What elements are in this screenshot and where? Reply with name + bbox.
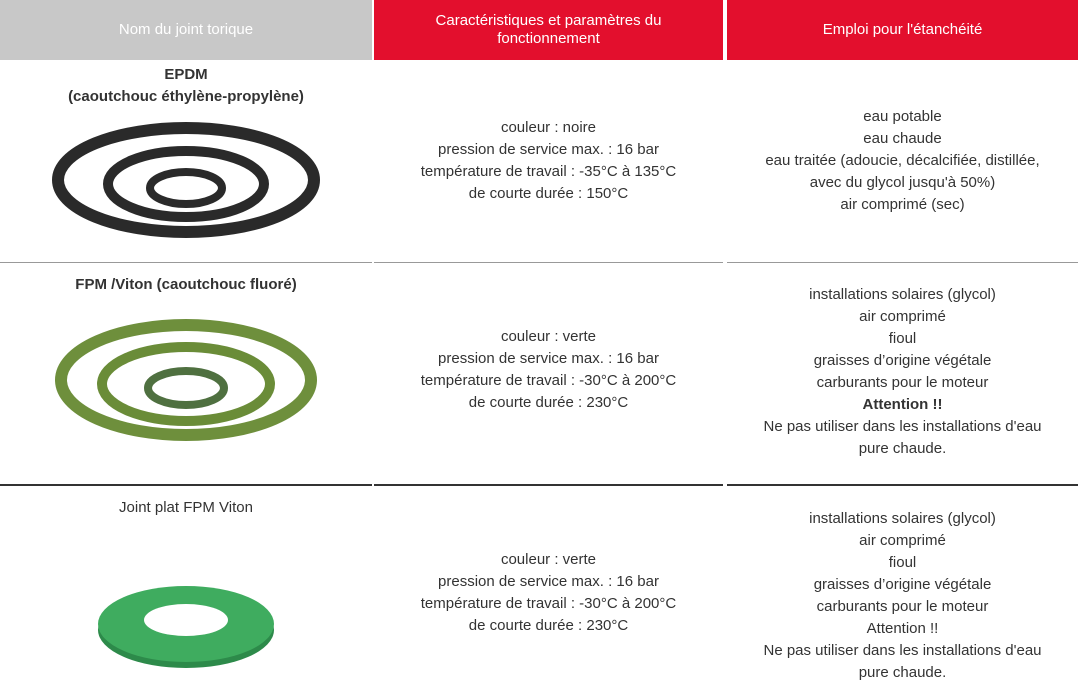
text-line: EPDM [164,66,208,83]
text-line: pression de service max. : 16 bar [438,350,659,367]
usage-cell: installations solaires (glycol) air comp… [727,508,1078,684]
text-line: température de travail : -30°C à 200°C [420,372,677,389]
text-line: graisses d’origine végétale [813,352,992,369]
flat-gasket [98,586,274,668]
text-line: Joint plat FPM Viton [119,499,253,516]
row-divider [0,484,372,486]
row-divider [727,262,1078,263]
characteristics-cell: couleur : noire pression de service max.… [374,117,723,205]
row-divider [374,262,723,263]
name-cell: Joint plat FPM Viton [0,497,372,519]
text-line: installations solaires (glycol) [809,286,996,303]
row-divider [0,262,372,263]
name-cell: EPDM (caoutchouc éthylène-propylène) [0,64,372,108]
text-line: eau traitée (adoucie, décalcifiée, disti… [765,152,1040,169]
text-line: installations solaires (glycol) [809,510,996,527]
text-line: air comprimé (sec) [840,196,965,213]
row-divider [727,484,1078,486]
text-line: pure chaude. [858,440,947,457]
text-line: pure chaude. [858,664,947,681]
row-divider [374,484,723,486]
text-line: air comprimé [859,308,946,325]
text-line: Ne pas utiliser dans les installations d… [763,418,1042,435]
text-line: de courte durée : 230°C [468,617,629,634]
fpm-rings [55,319,317,441]
text-line: carburants pour le moteur [816,374,989,391]
text-line: température de travail : -35°C à 135°C [420,163,677,180]
header-cell: Emploi pour l'étanchéité [727,0,1078,60]
text-line: eau chaude [863,130,942,147]
text-line: air comprimé [859,532,946,549]
text-line: carburants pour le moteur [816,598,989,615]
characteristics-cell: couleur : verte pression de service max.… [374,549,723,637]
text-line: Ne pas utiliser dans les installations d… [763,642,1042,659]
text-line: de courte durée : 230°C [468,394,629,411]
text-line: fioul [888,330,917,347]
text-line: température de travail : -30°C à 200°C [420,595,677,612]
text-line: FPM /Viton (caoutchouc fluoré) [75,276,297,293]
header-cell: Caractéristiques et paramètres du foncti… [374,0,723,60]
name-cell: FPM /Viton (caoutchouc fluoré) [0,274,372,296]
text-line: (caoutchouc éthylène-propylène) [68,88,304,105]
text-line: Attention !! [862,396,943,413]
characteristics-cell: couleur : verte pression de service max.… [374,326,723,414]
text-line: couleur : noire [500,119,597,136]
text-line: avec du glycol jusqu'à 50%) [809,174,996,191]
text-line: graisses d’origine végétale [813,576,992,593]
text-line: couleur : verte [500,328,597,345]
epdm-rings [52,122,320,238]
text-line: de courte durée : 150°C [468,185,629,202]
text-line: eau potable [863,108,942,125]
header-cell: Nom du joint torique [0,0,372,60]
usage-cell: installations solaires (glycol) air comp… [727,284,1078,460]
text-line: pression de service max. : 16 bar [438,141,659,158]
text-line: fioul [888,554,917,571]
text-line: pression de service max. : 16 bar [438,573,659,590]
text-line: couleur : verte [500,551,597,568]
usage-cell: eau potable eau chaude eau traitée (adou… [727,106,1078,216]
text-line: Attention !! [866,620,939,637]
